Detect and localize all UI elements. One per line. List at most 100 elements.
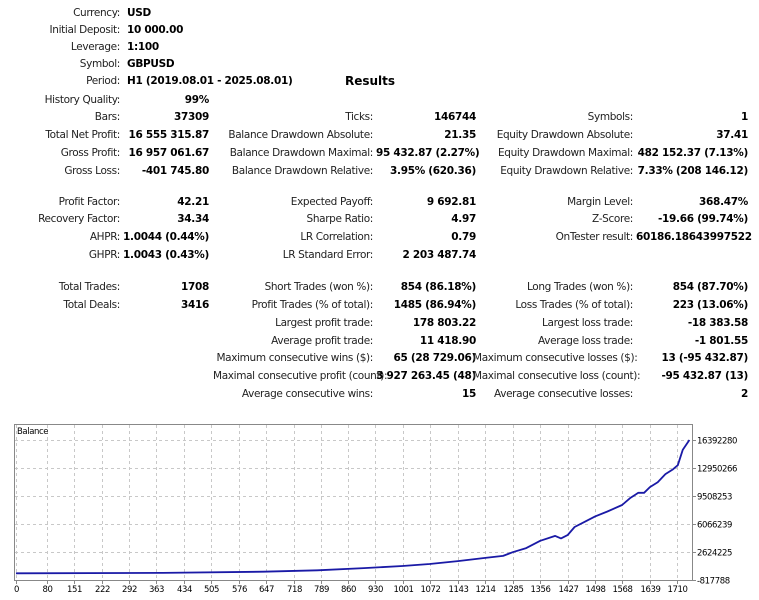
stat-label: Equity Drawdown Maximal:: [498, 147, 633, 159]
x-tick-label: 80: [42, 585, 52, 595]
header-value: USD: [127, 7, 151, 19]
stat-value: 1.0044 (0.44%): [123, 231, 209, 243]
x-tick-label: 576: [232, 585, 247, 595]
stat-label: Expected Payoff:: [290, 196, 374, 208]
x-tick-label: 860: [341, 585, 356, 595]
header-value: 1:100: [127, 41, 159, 53]
x-tick-label: 718: [287, 585, 302, 595]
balance-chart: 0 80 151 222 292 363 434 505 576 647 718 789 860 930 1…: [14, 424, 737, 595]
stat-value: 42.21: [177, 196, 209, 208]
x-tick-label: 930: [368, 585, 383, 595]
stat-label: Profit Factor:: [58, 196, 121, 208]
x-tick-label: 292: [122, 585, 137, 595]
stat-label: Symbols:: [587, 111, 634, 123]
stat-label: LR Correlation:: [300, 231, 373, 243]
stat-label: Average profit trade:: [271, 335, 373, 347]
stat-label: Long Trades (won %):: [526, 281, 633, 293]
stat-label: Gross Loss:: [64, 165, 120, 177]
stat-value: 37.41: [716, 129, 748, 141]
stat-value: 1708: [180, 281, 209, 293]
stat-label: Largest loss trade:: [542, 317, 633, 329]
x-tick-label: 363: [149, 585, 164, 595]
x-tick-label: 1143: [448, 585, 468, 595]
x-tick-label: 1710: [667, 585, 687, 595]
stat-label: Largest profit trade:: [275, 317, 373, 329]
x-tick-label: 647: [259, 585, 274, 595]
x-tick-label: 1568: [612, 585, 632, 595]
x-tick-label: 1639: [640, 585, 660, 595]
stat-value: -401 745.80: [141, 165, 209, 177]
stat-value: 16 555 315.87: [128, 129, 210, 141]
stat-value: 2: [740, 388, 748, 400]
x-tick-label: 789: [314, 585, 329, 595]
stat-label: Total Trades:: [58, 281, 120, 293]
stat-value: 0.79: [451, 231, 476, 243]
stat-label: Maximum consecutive wins ($):: [216, 352, 373, 364]
y-tick-label: -817788: [697, 577, 730, 587]
x-tick-label: 1285: [503, 585, 523, 595]
stat-label: Balance Drawdown Absolute:: [228, 129, 373, 141]
stat-label: Equity Drawdown Absolute:: [496, 129, 634, 141]
stat-label: Balance Drawdown Relative:: [231, 165, 373, 177]
stat-label: History Quality:: [44, 94, 121, 106]
x-tick-label: 1498: [585, 585, 605, 595]
x-tick-label: 1001: [393, 585, 413, 595]
stat-value: 60186.18643997522: [636, 231, 752, 243]
stat-label: Bars:: [94, 111, 121, 123]
header-label: Currency:: [73, 7, 120, 19]
x-tick-label: 222: [95, 585, 110, 595]
stat-value: 21.35: [444, 129, 476, 141]
stat-label: Average consecutive losses:: [493, 388, 633, 400]
stat-value: 368.47%: [699, 196, 748, 208]
stat-value: 13 (-95 432.87): [661, 352, 748, 364]
stat-value: 178 803.22: [412, 317, 476, 329]
stat-value: 34.34: [177, 213, 209, 225]
stat-value: 146744: [433, 111, 476, 123]
header-value: 10 000.00: [127, 24, 184, 36]
header-label: Period:: [86, 75, 120, 87]
stat-label: Total Net Profit:: [45, 129, 120, 141]
stat-label: Sharpe Ratio:: [306, 213, 374, 225]
balance-line: [15, 439, 691, 575]
stat-value: -18 383.58: [687, 317, 748, 329]
stat-value: 2 203 487.74: [402, 249, 477, 261]
stat-label: Maximal consecutive profit (count):: [213, 370, 388, 382]
y-tick-label: 6066239: [697, 521, 732, 531]
stat-label: Loss Trades (% of total):: [515, 299, 633, 311]
y-tick-label: 12950266: [697, 465, 737, 475]
header-value: H1 (2019.08.01 - 2025.08.01): [127, 75, 293, 87]
stat-value: 9 692.81: [426, 196, 476, 208]
stat-value: -95 432.87 (13): [661, 370, 748, 382]
stat-label: Equity Drawdown Relative:: [500, 165, 633, 177]
stat-label: AHPR:: [89, 231, 121, 243]
stat-value: 3.95% (620.36): [390, 165, 476, 177]
header-label: Leverage:: [70, 41, 120, 53]
stat-value: 1: [740, 111, 748, 123]
stat-value: 854 (86.18%): [400, 281, 477, 293]
results-title: Results: [344, 74, 396, 88]
stat-value: 854 (87.70%): [672, 281, 749, 293]
stat-value: 65 (28 729.06): [393, 352, 477, 364]
x-tick-label: 434: [177, 585, 192, 595]
stat-label: Maximum consecutive losses ($):: [473, 352, 638, 364]
stat-value: 1485 (86.94%): [393, 299, 477, 311]
stat-value: 95 432.87 (2.27%): [376, 147, 480, 159]
stat-label: Profit Trades (% of total):: [251, 299, 374, 311]
stat-value: 1.0043 (0.43%): [123, 249, 209, 261]
stat-value: 37309: [173, 111, 209, 123]
stat-label: Total Deals:: [63, 299, 120, 311]
x-tick-label: 151: [67, 585, 82, 595]
stat-value: 482 152.37 (7.13%): [637, 147, 749, 159]
stat-label: Average loss trade:: [538, 335, 633, 347]
x-tick-label: 1427: [558, 585, 578, 595]
chart-title: Balance: [17, 427, 48, 437]
header-value: GBPUSD: [127, 58, 175, 70]
stat-value: 15: [461, 388, 476, 400]
y-tick-label: 2624225: [697, 549, 732, 559]
x-tick-label: 1072: [420, 585, 440, 595]
y-tick-label: 9508253: [697, 493, 732, 503]
stat-label: OnTester result:: [555, 231, 634, 243]
chart-frame: [14, 424, 693, 581]
y-tick-label: 16392280: [697, 437, 737, 447]
stat-value: 3416: [180, 299, 209, 311]
